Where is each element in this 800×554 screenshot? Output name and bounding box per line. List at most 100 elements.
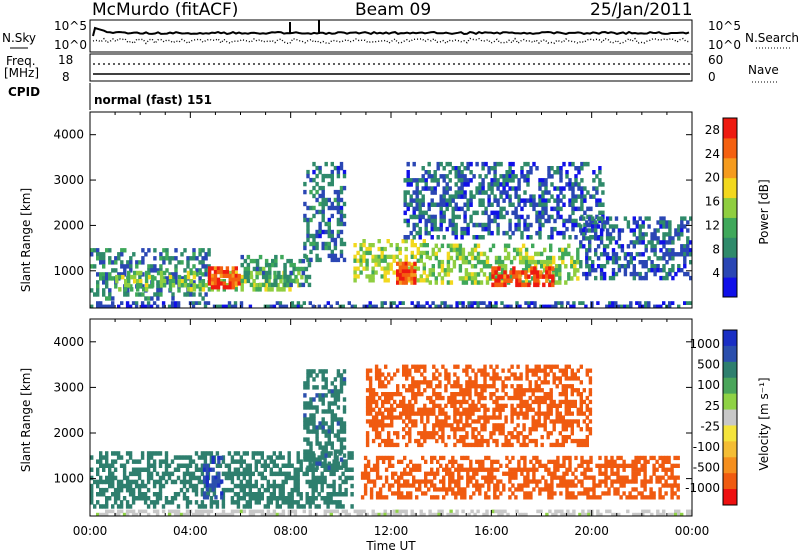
echo-cell [391, 491, 395, 496]
echo-cell [257, 459, 261, 464]
echo-cell [515, 304, 519, 309]
echo-cell [463, 194, 467, 199]
echo-cell [164, 496, 169, 501]
colorbar-swatch [723, 441, 737, 458]
echo-cell [296, 459, 300, 464]
echo-cell [391, 455, 395, 461]
echo-cell [111, 276, 115, 281]
echo-cell [568, 202, 572, 207]
echo-cell [356, 266, 360, 271]
echo-cell [658, 491, 662, 496]
echo-cell [647, 256, 651, 261]
echo-cell [473, 255, 478, 261]
echo-cell [153, 276, 157, 281]
echo-cell [402, 372, 406, 377]
echo-cell [553, 471, 557, 476]
echo-cell [471, 419, 475, 424]
echo-cell [324, 421, 328, 426]
echo-cell [419, 512, 423, 517]
echo-cell [480, 442, 484, 448]
echo-cell [478, 222, 482, 228]
echo-cell [387, 438, 391, 444]
echo-cell [503, 270, 507, 275]
echo-cell [239, 479, 243, 485]
echo-cell [192, 248, 196, 253]
echo-cell [159, 283, 164, 288]
echo-cell [452, 264, 457, 269]
echo-cell [381, 455, 386, 461]
echo-cell [528, 255, 532, 261]
echo-cell [248, 512, 253, 517]
echo-cell [124, 287, 128, 292]
echo-cell [449, 509, 453, 514]
echo-cell [588, 399, 593, 405]
echo-cell [251, 496, 255, 501]
echo-cell [517, 218, 521, 224]
echo-cell [387, 431, 391, 436]
echo-cell [363, 475, 368, 480]
echo-cell [526, 214, 530, 220]
echo-cell [191, 475, 196, 481]
echo-cell [580, 459, 584, 464]
echo-cell [191, 304, 196, 309]
echo-cell [333, 461, 338, 466]
echo-cell [197, 475, 202, 481]
echo-cell [421, 194, 425, 199]
echo-cell [561, 415, 565, 420]
echo-cell [197, 467, 202, 472]
colorbar-tick-label: 20 [705, 171, 720, 185]
echo-cell [585, 368, 589, 373]
echo-cell [324, 441, 328, 446]
echo-cell [595, 174, 599, 179]
echo-cell [395, 254, 399, 259]
y-tick-label: 4000 [53, 335, 84, 349]
echo-cell [283, 266, 287, 272]
echo-cell [571, 226, 575, 232]
echo-cell [571, 491, 575, 496]
echo-cell [631, 463, 635, 468]
echo-cell [661, 495, 665, 500]
echo-cell [413, 304, 417, 309]
echo-cell [386, 512, 390, 517]
echo-cell [318, 185, 322, 191]
echo-cell [431, 251, 435, 257]
echo-cell [448, 186, 452, 191]
echo-cell [463, 467, 467, 472]
echo-cell [523, 491, 527, 496]
echo-cell [276, 287, 280, 292]
echo-cell [535, 214, 539, 220]
echo-cell [230, 471, 235, 477]
echo-cell [543, 376, 547, 381]
echo-cell [240, 278, 244, 284]
echo-cell [653, 304, 657, 309]
echo-cell [484, 495, 488, 500]
echo-cell [526, 170, 530, 175]
echo-cell [558, 431, 562, 436]
echo-cell [665, 224, 669, 229]
echo-cell [458, 301, 462, 305]
echo-cell [471, 368, 475, 373]
echo-cell [332, 492, 336, 497]
echo-cell [680, 232, 684, 237]
echo-cell [611, 301, 615, 305]
echo-cell [327, 197, 331, 203]
echo-cell [143, 500, 148, 505]
echo-cell [251, 451, 255, 456]
echo-cell [321, 173, 325, 179]
echo-cell [596, 512, 600, 517]
echo-cell [571, 218, 575, 224]
echo-cell [186, 283, 191, 288]
echo-cell [304, 274, 309, 280]
echo-cell [544, 190, 548, 195]
echo-cell [604, 459, 608, 464]
echo-cell [116, 483, 121, 489]
echo-cell [538, 463, 542, 468]
echo-cell [453, 442, 457, 448]
echo-cell [652, 495, 656, 500]
echo-cell [571, 161, 575, 167]
echo-cell [333, 385, 338, 390]
echo-cell [236, 500, 241, 505]
echo-cell [589, 206, 593, 212]
echo-cell [278, 301, 283, 305]
echo-cell [248, 487, 252, 493]
